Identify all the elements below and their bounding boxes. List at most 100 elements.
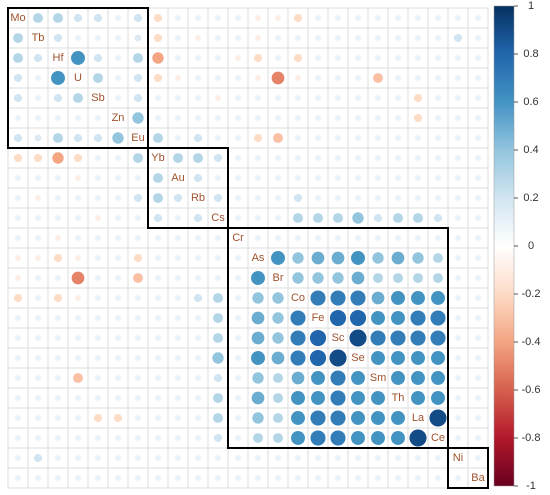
corr-circle xyxy=(213,293,223,303)
corr-circle xyxy=(315,175,321,181)
corr-circle xyxy=(115,95,121,101)
corr-circle xyxy=(371,431,385,445)
corr-circle xyxy=(175,475,181,481)
corr-circle xyxy=(251,391,265,405)
corr-circle xyxy=(295,175,301,181)
corr-circle xyxy=(75,315,81,321)
corr-circle xyxy=(355,235,361,241)
color-tick-label: 0.8 xyxy=(523,48,538,60)
corr-circle xyxy=(455,395,461,401)
corr-circle xyxy=(415,195,421,201)
variable-label: Th xyxy=(392,392,405,404)
corr-circle xyxy=(115,55,121,61)
corr-circle xyxy=(395,15,401,21)
corr-circle xyxy=(235,15,241,21)
corr-circle xyxy=(372,252,384,264)
corr-circle xyxy=(330,370,346,386)
corr-circle xyxy=(135,335,141,341)
corr-circle xyxy=(13,73,23,83)
corr-circle xyxy=(133,153,143,163)
corr-circle xyxy=(415,15,421,21)
corr-circle xyxy=(455,135,461,141)
corr-circle xyxy=(55,355,61,361)
corr-circle xyxy=(275,55,281,61)
corr-circle xyxy=(429,409,447,427)
variable-label: Se xyxy=(351,352,364,364)
corr-circle xyxy=(175,435,181,441)
corr-circle xyxy=(395,135,401,141)
corr-circle xyxy=(175,75,181,81)
variable-label: Hf xyxy=(53,52,65,64)
corr-circle xyxy=(375,195,381,201)
corr-circle xyxy=(335,235,341,241)
corr-circle xyxy=(75,255,81,261)
corr-circle xyxy=(311,371,325,385)
corr-circle xyxy=(155,355,161,361)
corr-circle xyxy=(475,355,481,361)
corr-circle xyxy=(215,95,221,101)
variable-label: Sm xyxy=(370,372,387,384)
corr-circle xyxy=(415,475,421,481)
corr-circle xyxy=(413,273,423,283)
corr-circle xyxy=(315,195,321,201)
corr-circle xyxy=(53,133,63,143)
corr-circle xyxy=(255,95,261,101)
corr-circle xyxy=(113,413,123,423)
corr-circle xyxy=(175,415,181,421)
corr-circle xyxy=(255,35,261,41)
corr-circle xyxy=(95,375,101,381)
corr-circle xyxy=(475,275,481,281)
corr-circle xyxy=(155,255,161,261)
corr-circle xyxy=(315,95,321,101)
corr-circle xyxy=(415,55,421,61)
corr-circle xyxy=(335,95,341,101)
corr-circle xyxy=(410,310,426,326)
corr-circle xyxy=(15,195,21,201)
corr-circle xyxy=(95,395,101,401)
corr-circle xyxy=(235,415,241,421)
cluster-box xyxy=(7,7,149,149)
corr-circle xyxy=(95,155,101,161)
corr-circle xyxy=(370,330,386,346)
corr-circle xyxy=(55,275,61,281)
corr-circle xyxy=(175,95,181,101)
corr-circle xyxy=(75,335,81,341)
corr-circle xyxy=(153,173,163,183)
variable-label: Rb xyxy=(191,192,205,204)
corr-circle xyxy=(175,335,181,341)
corr-circle xyxy=(115,215,121,221)
corr-circle xyxy=(135,215,141,221)
corr-circle xyxy=(411,291,425,305)
corr-circle xyxy=(155,275,161,281)
corr-circle xyxy=(295,455,301,461)
corr-circle xyxy=(273,393,283,403)
corr-circle xyxy=(435,135,441,141)
corr-circle xyxy=(335,475,341,481)
corr-circle xyxy=(195,375,201,381)
corr-circle xyxy=(275,475,281,481)
corr-circle xyxy=(355,15,361,21)
variable-label: Ba xyxy=(471,472,485,484)
corr-circle xyxy=(193,213,203,223)
corr-circle xyxy=(133,193,143,203)
corr-circle xyxy=(135,355,141,361)
corr-circle xyxy=(455,295,461,301)
corr-circle xyxy=(433,273,443,283)
corr-circle xyxy=(55,235,61,241)
corr-circle xyxy=(395,95,401,101)
corr-circle xyxy=(153,133,163,143)
corr-circle xyxy=(253,133,263,143)
corr-circle xyxy=(315,35,321,41)
corr-circle xyxy=(215,75,221,81)
corr-circle xyxy=(335,35,341,41)
corr-circle xyxy=(475,55,481,61)
corr-circle xyxy=(13,93,23,103)
corr-circle xyxy=(291,431,305,445)
corr-circle xyxy=(310,430,326,446)
corr-circle xyxy=(475,295,481,301)
corr-circle xyxy=(153,213,163,223)
corr-circle xyxy=(312,272,324,284)
corr-circle xyxy=(75,435,81,441)
corr-circle xyxy=(433,253,443,263)
corr-circle xyxy=(35,275,41,281)
